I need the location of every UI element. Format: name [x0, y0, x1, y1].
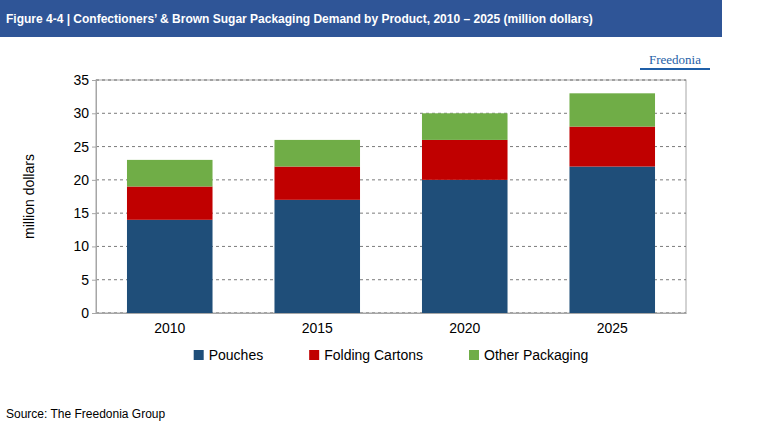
y-tick: 30 [73, 105, 96, 121]
bar [274, 140, 360, 167]
legend-swatch [469, 350, 479, 360]
x-tick-label: 2015 [302, 320, 333, 336]
y-tick: 0 [81, 305, 96, 321]
y-tick-label: 25 [73, 139, 89, 155]
x-axis: 2010 2015 2020 2025 [97, 314, 687, 336]
series [127, 127, 655, 220]
grid-line [96, 80, 686, 81]
chart: Figure 4-4 | Confectioners’ & Brown Suga… [0, 0, 769, 430]
grid [96, 80, 686, 313]
bar [127, 160, 213, 187]
logo: Freedonia [649, 52, 701, 67]
bar [422, 140, 508, 180]
x-tick: 2010 [154, 320, 185, 336]
bar [274, 200, 360, 313]
y-axis: 0 5 10 15 20 25 30 35 [73, 72, 96, 321]
legend-item: Folding Cartons [309, 347, 423, 363]
y-tick-mark [92, 147, 96, 148]
x-tick-label: 2020 [449, 320, 480, 336]
y-axis-line [92, 81, 97, 314]
y-tick: 25 [73, 139, 96, 155]
legend-item: Pouches [194, 347, 263, 363]
legend-swatch [194, 350, 204, 360]
y-tick-mark [92, 313, 96, 314]
logo-underline [640, 68, 710, 70]
legend-swatch [309, 350, 319, 360]
y-tick: 5 [81, 272, 96, 288]
legend-label: Folding Cartons [324, 347, 423, 363]
x-tick-label: 2010 [154, 320, 185, 336]
y-tick-mark [92, 113, 96, 114]
y-tick-mark [92, 280, 96, 281]
y-tick-label: 20 [73, 172, 89, 188]
y-tick-label: 15 [73, 205, 89, 221]
bar [127, 220, 213, 313]
y-tick: 35 [73, 72, 96, 88]
plot-frame [96, 80, 686, 313]
y-tick-mark [92, 246, 96, 247]
bar [422, 113, 508, 140]
title: Figure 4-4 | Confectioners’ & Brown Suga… [6, 12, 593, 26]
x-tick: 2020 [449, 320, 480, 336]
bar [569, 167, 655, 313]
y-tick: 20 [73, 172, 96, 188]
bars [127, 93, 655, 313]
y-tick-label: 10 [73, 238, 89, 254]
x-axis-line [97, 313, 687, 314]
bar [422, 180, 508, 313]
y-tick: 15 [73, 205, 96, 221]
plot: 051015202530352010201520202025 [73, 72, 686, 336]
legend: Pouches Folding Cartons Other Packaging [194, 347, 589, 363]
series [127, 93, 655, 186]
y-tick-label: 30 [73, 105, 89, 121]
bar [127, 187, 213, 220]
series [127, 167, 655, 313]
bar [274, 167, 360, 200]
y-tick: 10 [73, 238, 96, 254]
y-tick-label: 0 [81, 305, 89, 321]
legend-label: Pouches [209, 347, 263, 363]
source: Source: The Freedonia Group [6, 407, 166, 421]
legend-item: Other Packaging [469, 347, 588, 363]
y-tick-label: 35 [73, 72, 89, 88]
bar [569, 93, 655, 126]
x-tick: 2015 [302, 320, 333, 336]
y-tick-mark [92, 80, 96, 81]
bar [569, 127, 655, 167]
title-bar [0, 0, 722, 37]
y-tick-mark [92, 213, 96, 214]
y-tick-label: 5 [81, 272, 89, 288]
legend-label: Other Packaging [484, 347, 588, 363]
x-tick: 2025 [597, 320, 628, 336]
y-axis-title: million dollars [21, 154, 37, 239]
y-tick-mark [92, 180, 96, 181]
x-tick-label: 2025 [597, 320, 628, 336]
